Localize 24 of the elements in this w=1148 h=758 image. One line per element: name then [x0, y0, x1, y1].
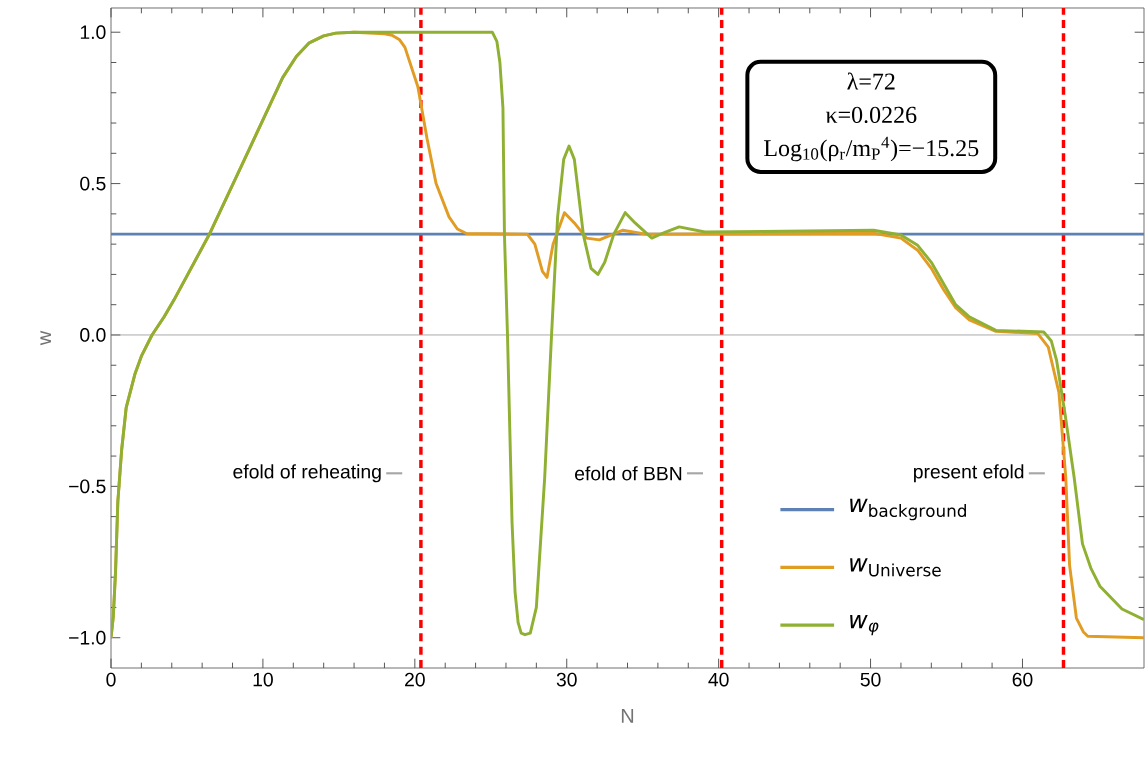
ref-line-label: present efold — [914, 464, 1024, 483]
x-tick-label: 10 — [253, 672, 273, 687]
x-tick-label: 20 — [405, 672, 425, 687]
ref-line-label: efold of reheating — [233, 464, 381, 483]
x-tick-label: 40 — [708, 672, 729, 687]
ref-line-label: efold of BBN — [575, 466, 682, 481]
x-tick-label: 0 — [106, 672, 116, 687]
annotation: κ=0.0226 — [825, 106, 917, 124]
y-tick-label: 1.0 — [80, 25, 106, 40]
legend-label: $w_{\mathrm{Universe}}$ — [850, 558, 941, 577]
y-tick-label: 0.5 — [80, 176, 106, 191]
y-tick-label: 0.0 — [80, 328, 106, 342]
y-axis-title: w — [40, 330, 51, 346]
annotation: Log$_{10}$(ρ$_{r}$/m$_{P}$$^{4}$)=−15.25 — [764, 136, 979, 162]
x-axis-title: N — [621, 708, 634, 723]
y-tick-label: −0.5 — [69, 479, 106, 494]
legend-label: $w_{\phi}$ — [850, 615, 879, 636]
annotation: λ=72 — [847, 72, 895, 90]
y-tick-label: −1.0 — [69, 630, 106, 645]
x-tick-label: 30 — [556, 672, 577, 687]
x-tick-label: 50 — [860, 672, 881, 687]
legend-label: $w_{\mathrm{background}}$ — [850, 498, 966, 521]
line-series — [111, 30, 1144, 640]
x-tick-label: 60 — [1012, 672, 1033, 687]
